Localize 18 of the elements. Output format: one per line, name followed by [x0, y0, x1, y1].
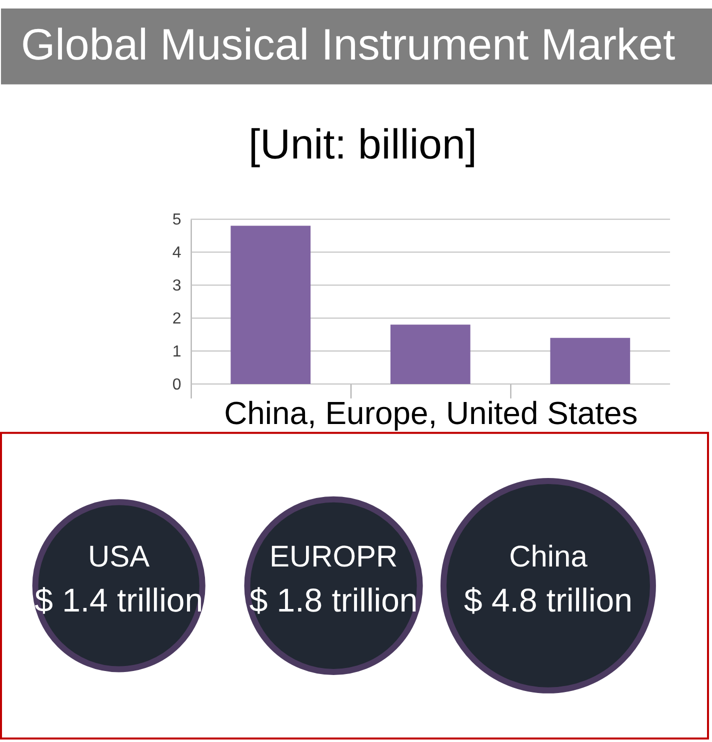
bar [390, 324, 470, 384]
chart-title: Global Musical Instrument Market [20, 20, 676, 70]
category-label: China [509, 540, 588, 574]
data-label: $ 1.4 trillion [34, 582, 204, 619]
category-label: USA [88, 540, 150, 574]
category-label: EUROPR [269, 540, 398, 574]
y-tick-label: 4 [172, 244, 182, 262]
data-label: $ 1.8 trillion [249, 582, 418, 619]
y-tick-label: 5 [172, 212, 182, 229]
bar [550, 338, 630, 384]
y-tick-label: 0 [172, 376, 182, 394]
y-tick-label: 2 [172, 310, 182, 328]
chart-subtitle: [Unit: billion] [248, 120, 477, 168]
y-tick-label: 3 [172, 278, 182, 295]
y-tick-label: 1 [172, 344, 182, 361]
x-axis-title: China, Europe, United States [224, 394, 638, 431]
bar [230, 226, 311, 384]
data-label: $ 4.8 trillion [464, 582, 632, 619]
